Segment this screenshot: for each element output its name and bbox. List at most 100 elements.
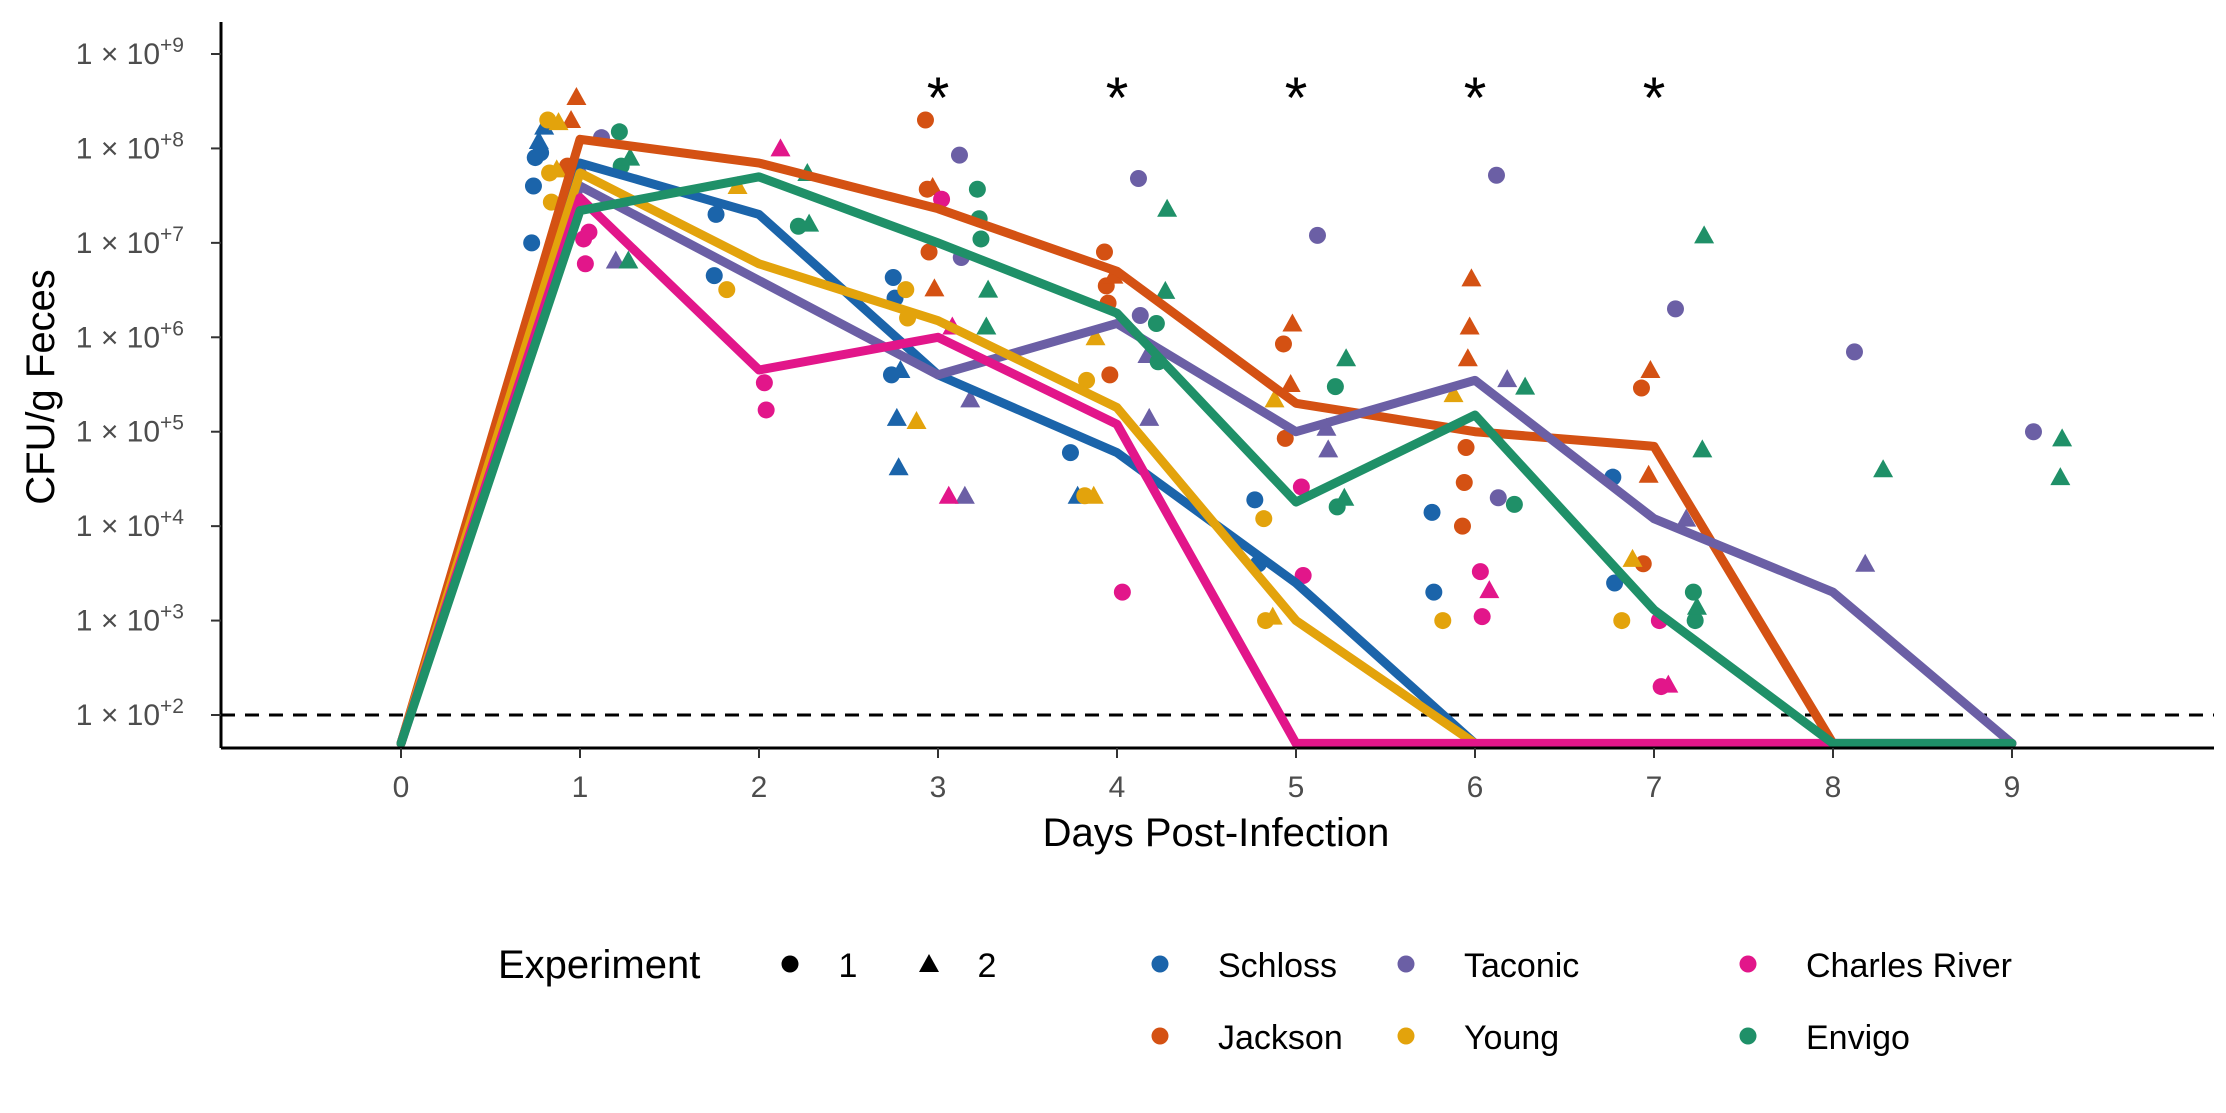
data-point-exp1 (1246, 491, 1264, 509)
significance-star: * (1106, 66, 1129, 131)
data-point-exp2 (976, 316, 997, 335)
y-ticks: 1 × 10+2 1 × 10+3 1 × 10+4 1 × 10+5 1 × 10+6… (76, 34, 221, 732)
data-point-exp1 (1845, 343, 1863, 361)
data-point-exp2 (1692, 439, 1713, 458)
data-point-exp1 (1095, 243, 1113, 261)
data-point-exp1 (916, 111, 934, 129)
series-line-taconic (396, 181, 2017, 748)
data-point-exp1 (1487, 166, 1505, 184)
data-point-exp2 (1280, 374, 1301, 393)
y-tick-label: 1 × 10+3 (76, 601, 184, 638)
data-point-exp2 (1155, 280, 1176, 299)
legend-shape-title: Experiment (498, 943, 700, 987)
data-point-exp1 (705, 267, 723, 285)
legend-color-icon (1397, 955, 1415, 973)
data-point-exp2 (954, 485, 975, 504)
x-tick-label: 6 (1467, 771, 1484, 804)
data-point-exp2 (1479, 580, 1500, 599)
data-point-exp1 (1255, 510, 1273, 528)
data-point-exp2 (1085, 327, 1106, 346)
data-point-exp1 (1455, 473, 1473, 491)
x-tick-label: 3 (930, 771, 947, 804)
series-line-jackson (396, 134, 1838, 748)
legend-series-label: Jackson (1218, 1019, 1343, 1057)
data-point-exp2 (1157, 198, 1178, 217)
significance-star: * (1643, 66, 1666, 131)
data-point-exp2 (888, 457, 909, 476)
significance-star: * (1285, 66, 1308, 131)
data-point-exp1 (1131, 307, 1149, 325)
data-point-exp2 (1676, 508, 1697, 527)
data-point-exp2 (1083, 485, 1104, 504)
data-point-exp1 (1425, 583, 1443, 601)
axes (219, 22, 2214, 750)
legend-color-icon (1151, 955, 1169, 973)
data-point-exp2 (924, 278, 945, 297)
data-point-exp1 (1326, 378, 1344, 396)
data-point-exp1 (1505, 495, 1523, 513)
series-line-young (396, 168, 1480, 748)
x-tick-label: 8 (1825, 771, 1842, 804)
data-point-exp2 (1873, 459, 1894, 478)
data-point-exp2 (1336, 348, 1357, 367)
y-tick-label: 1 × 10+9 (76, 34, 184, 71)
data-point-exp2 (770, 138, 791, 157)
data-point-exp1 (1453, 517, 1471, 535)
data-point-exp1 (1634, 555, 1652, 573)
data-point-exp2 (886, 407, 907, 426)
legend-circle-icon (781, 955, 799, 973)
data-point-exp1 (950, 146, 968, 164)
data-point-exp1 (933, 190, 951, 208)
data-point-exp1 (920, 243, 938, 261)
data-point-exp1 (1684, 583, 1702, 601)
series-line-envigo (396, 172, 2017, 748)
data-point-exp2 (605, 250, 626, 269)
data-point-exp2 (1638, 464, 1659, 483)
data-point-exp2 (890, 360, 911, 379)
data-point-exp1 (524, 177, 542, 195)
data-point-exp1 (1434, 612, 1452, 630)
significance-star: * (927, 66, 950, 131)
legend-shape-label: 1 (839, 947, 858, 985)
data-point-exp1 (610, 123, 628, 141)
x-tick-label: 7 (1646, 771, 1663, 804)
data-point-exp2 (1497, 369, 1518, 388)
data-point-exp1 (718, 281, 736, 299)
y-tick-label: 1 × 10+5 (76, 412, 184, 449)
data-point-exp1 (1078, 371, 1096, 389)
data-point-exp2 (1282, 313, 1303, 332)
data-point-exp1 (884, 268, 902, 286)
legend-color-icon (1739, 955, 1757, 973)
legend-color-icon (1151, 1027, 1169, 1045)
data-point-exp1 (1113, 583, 1131, 601)
data-point-exp1 (1101, 366, 1119, 384)
data-point-exp1 (1613, 612, 1631, 630)
data-point-exp2 (1622, 548, 1643, 567)
data-point-exp2 (546, 159, 567, 178)
data-point-exp2 (1686, 596, 1707, 615)
data-point-exp1 (1471, 563, 1489, 581)
data-point-exp2 (1262, 606, 1283, 625)
data-point-exp1 (1457, 439, 1475, 457)
legend: Experiment 1 2 Schloss Jackson Taconic Young C… (498, 943, 2012, 1057)
legend-triangle-icon (919, 954, 939, 972)
data-point-exp2 (620, 147, 641, 166)
data-point-exp1 (1632, 379, 1650, 397)
data-point-exp2 (960, 389, 981, 408)
x-tick-label: 0 (393, 771, 410, 804)
y-tick-label: 1 × 10+6 (76, 317, 184, 354)
data-point-exp1 (576, 255, 594, 273)
data-point-exp1 (755, 374, 773, 392)
y-tick-label: 1 × 10+2 (76, 695, 184, 732)
data-point-exp2 (1139, 407, 1160, 426)
legend-series-label: Charles River (1806, 947, 2012, 985)
data-point-exp2 (938, 485, 959, 504)
data-point-exp2 (1855, 553, 1876, 572)
x-tick-label: 2 (751, 771, 768, 804)
legend-color-icon (1397, 1027, 1415, 1045)
legend-series-label: Taconic (1464, 947, 1579, 985)
data-point-exp1 (897, 281, 915, 299)
plot-area: * * * * * (221, 66, 2214, 748)
data-point-exp1 (968, 180, 986, 198)
